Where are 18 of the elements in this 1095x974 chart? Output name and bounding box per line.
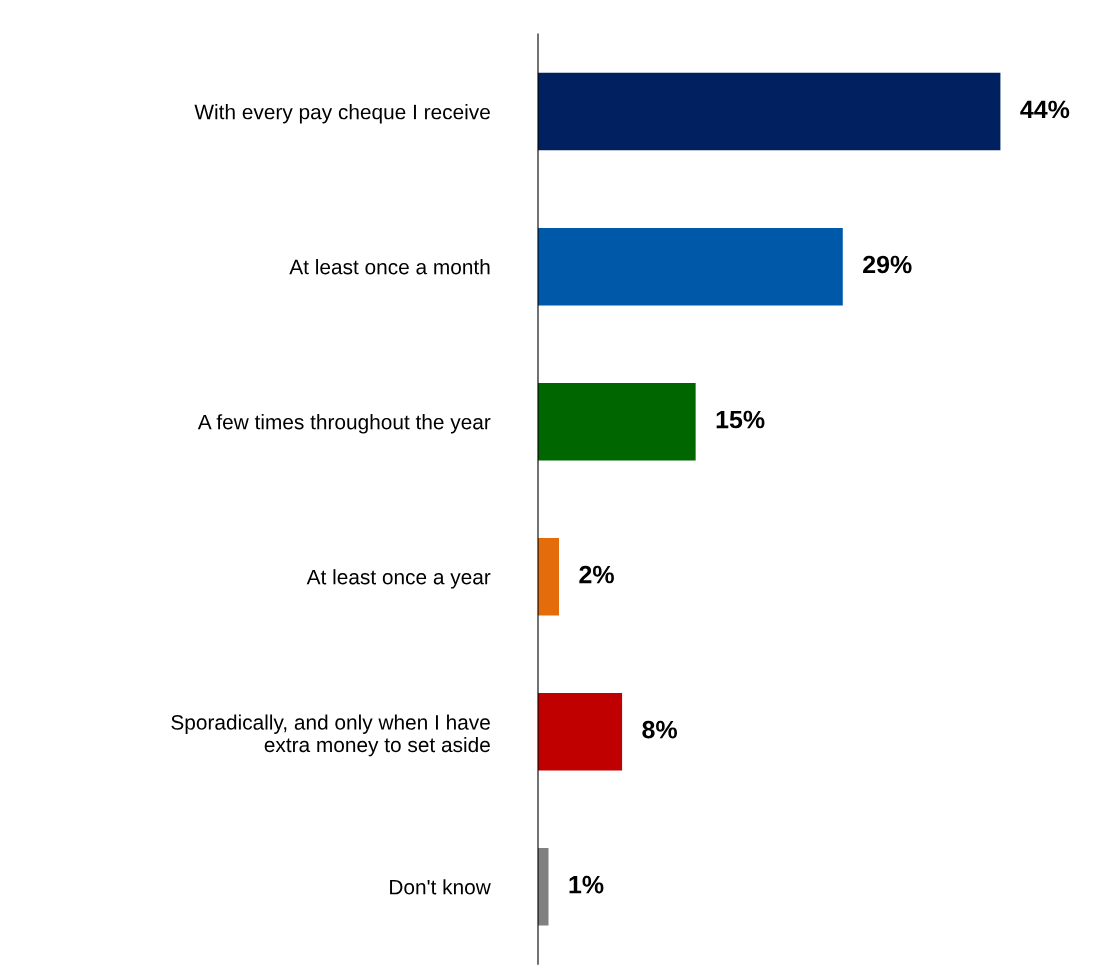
bar [538,227,843,306]
bar [538,692,623,771]
data-label: 15% [716,410,765,429]
data-label: 44% [1020,100,1070,119]
y-tick-label: A few times throughout the year [197,414,491,434]
data-label: 29% [863,255,912,274]
y-tick-label: At least once a year [306,569,491,589]
bar [538,537,560,616]
y-tick-label: Sporadically, and only when I have extra money to set aside [171,714,490,757]
bar [538,382,696,461]
data-label: 2% [579,565,614,584]
bar [538,847,549,926]
y-tick-label: With every pay cheque I receive [194,104,490,124]
data-label: 1% [569,875,604,894]
bar [538,72,1001,151]
data-label: 8% [642,720,677,739]
y-tick-label: Don't know [390,879,491,895]
y-tick-label: At least once a month [289,259,490,275]
